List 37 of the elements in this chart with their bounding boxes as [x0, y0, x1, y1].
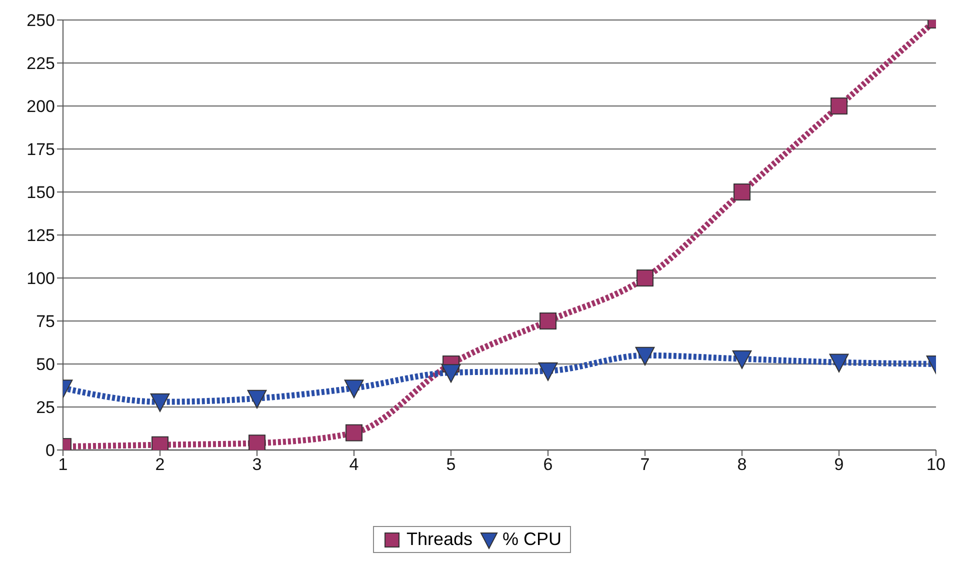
point: [635, 346, 655, 366]
point: [829, 354, 849, 372]
point: [540, 312, 556, 330]
y-tick-label: 225: [26, 54, 55, 74]
point: [248, 434, 266, 450]
y-tick-label: 200: [26, 97, 55, 116]
y-tick-label: 25: [36, 398, 55, 418]
x-tick-label: 1: [58, 455, 68, 474]
point: [441, 364, 461, 383]
y-tick-label: 0: [46, 441, 55, 460]
point: [734, 184, 750, 200]
point: [538, 362, 558, 381]
x-tick-label: 3: [252, 455, 262, 474]
y-tick-label: 150: [26, 183, 55, 202]
point: [247, 390, 267, 408]
point: [344, 380, 364, 398]
point: [636, 270, 654, 286]
x-tick-label: 9: [834, 455, 844, 474]
y-tick-label: 50: [36, 355, 55, 374]
x-tick-label: 8: [737, 455, 747, 474]
x-tick-label: 2: [155, 455, 165, 474]
y-tick-label: 75: [36, 312, 55, 332]
x-tick-label: 6: [543, 455, 553, 474]
point: [830, 98, 848, 114]
y-tick-label: 100: [26, 269, 55, 288]
x-tick-label: 7: [640, 455, 650, 474]
point: [732, 350, 752, 369]
x-tick-label: 10: [926, 455, 946, 474]
legend-label: % CPU: [502, 529, 562, 550]
y-tick-label: 125: [26, 226, 55, 246]
point: [346, 424, 362, 442]
x-tick-label: 5: [446, 455, 456, 474]
legend-label: Threads: [406, 529, 473, 550]
y-tick-label: 175: [26, 140, 55, 160]
x-tick-label: 4: [349, 455, 359, 474]
point: [150, 393, 170, 412]
y-tick-label: 250: [26, 11, 55, 30]
